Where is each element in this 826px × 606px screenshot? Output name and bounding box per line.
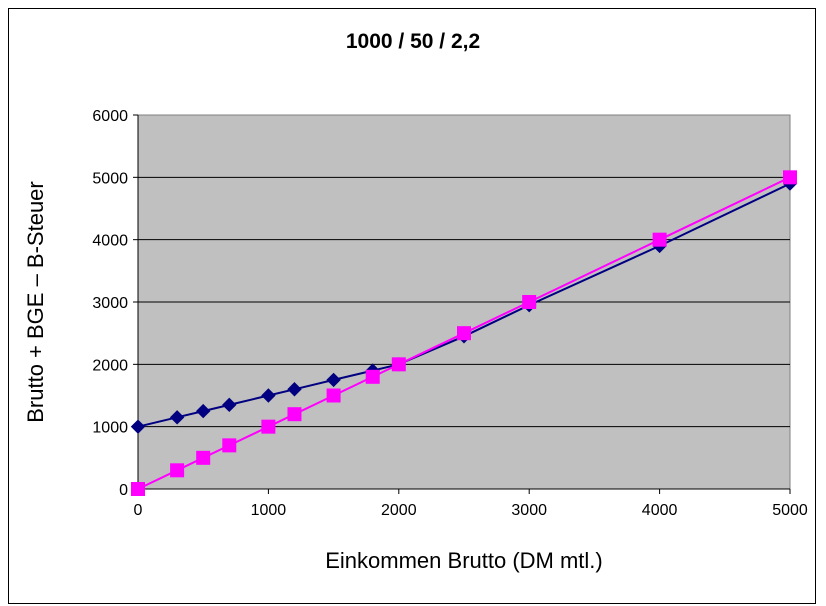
series-1-point — [261, 388, 276, 403]
x-tick-label: 5000 — [772, 502, 808, 519]
x-tick-label: 3000 — [511, 502, 547, 519]
series-2-point — [170, 463, 185, 478]
series-2-point — [196, 450, 211, 465]
y-tick-label: 6000 — [92, 108, 128, 125]
series-2-point — [287, 407, 302, 422]
x-tick-label: 2000 — [381, 502, 417, 519]
series-2-point — [326, 388, 341, 403]
x-axis-label: Einkommen Brutto (DM mtl.) — [325, 548, 603, 573]
series-2-point — [391, 357, 406, 372]
y-tick-label: 1000 — [92, 420, 128, 437]
series-2-point — [652, 232, 667, 247]
x-tick-label: 4000 — [642, 502, 678, 519]
series-1-point — [326, 372, 341, 388]
series-1-point — [130, 419, 146, 434]
series-1-point — [195, 403, 211, 419]
series-2-point — [261, 419, 276, 434]
series-2-point — [365, 369, 380, 384]
series-1-point — [222, 397, 237, 413]
series-1-point — [287, 382, 302, 397]
x-tick-label: 1000 — [251, 502, 287, 519]
y-tick-label: 2000 — [92, 357, 128, 374]
series-2-point — [131, 482, 145, 496]
y-axis-label: Brutto + BGE – B-Steuer — [23, 181, 48, 423]
y-tick-label: 0 — [119, 482, 128, 499]
series-2-point — [457, 326, 471, 341]
series-2-point — [222, 438, 237, 453]
chart-title: 1000 / 50 / 2,2 — [345, 30, 481, 53]
series-2-point — [783, 170, 797, 185]
y-tick-label: 3000 — [92, 295, 128, 312]
y-tick-label: 4000 — [92, 233, 128, 250]
series-1-point — [169, 410, 185, 425]
series-2-point — [522, 295, 537, 309]
y-tick-label: 5000 — [92, 170, 128, 187]
x-tick-label: 0 — [134, 502, 143, 519]
